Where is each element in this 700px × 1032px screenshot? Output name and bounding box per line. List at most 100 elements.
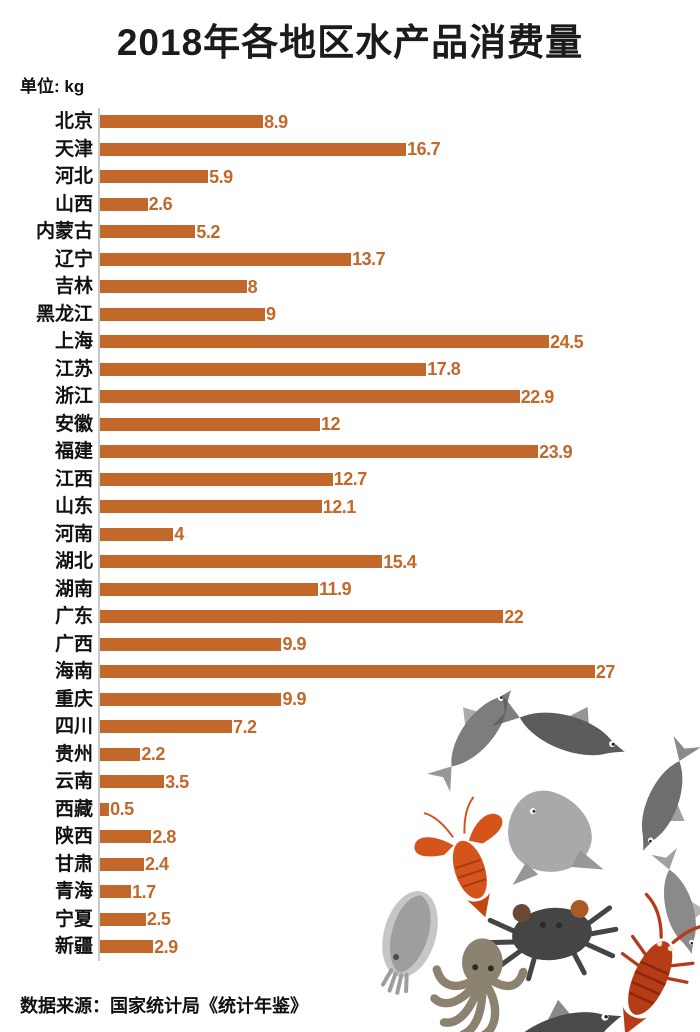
bar	[100, 390, 520, 404]
category-label: 福建	[54, 441, 93, 463]
value-label: 2.9	[154, 936, 178, 957]
bar-track: 22.9	[98, 383, 700, 411]
bar-row: 山西 2.6	[0, 190, 700, 218]
bar	[100, 720, 232, 734]
bar	[100, 857, 144, 871]
bar-track: 2.2	[98, 740, 700, 768]
bar	[100, 362, 427, 376]
value-label: 9.9	[282, 634, 306, 655]
bar-row: 江西 12.7	[0, 465, 700, 493]
bar-row: 新疆 2.9	[0, 933, 700, 961]
category-label: 吉林	[54, 276, 93, 298]
bar	[100, 775, 165, 789]
bar	[100, 307, 265, 321]
bar	[100, 252, 352, 266]
category-label: 河北	[54, 166, 93, 188]
category-label: 内蒙古	[35, 221, 93, 243]
bar-track: 3.5	[98, 768, 700, 796]
bar-track: 24.5	[98, 328, 700, 356]
bar-track: 22	[98, 603, 700, 631]
bar	[100, 555, 383, 569]
category-label: 安徽	[54, 413, 93, 435]
value-label: 12.7	[333, 469, 368, 490]
seafood-collage-image	[381, 673, 700, 1032]
value-label: 3.5	[165, 771, 189, 792]
bar-track: 17.8	[98, 355, 700, 383]
octopus-icon	[430, 938, 528, 1032]
bar	[100, 472, 333, 486]
bar-row: 河北 5.9	[0, 163, 700, 191]
category-label: 浙江	[54, 386, 93, 408]
category-label: 重庆	[54, 688, 93, 710]
category-label: 广西	[54, 633, 93, 655]
value-label: 2.8	[152, 826, 176, 847]
category-label: 海南	[54, 661, 93, 683]
category-label: 宁夏	[54, 908, 93, 930]
value-label: 0.5	[110, 799, 134, 820]
bar-row: 重庆 9.9	[0, 685, 700, 713]
value-label: 5.9	[209, 166, 233, 187]
category-label: 辽宁	[54, 248, 93, 270]
value-label: 12.1	[322, 496, 357, 517]
bar	[100, 802, 110, 816]
bar-track: 15.4	[98, 548, 700, 576]
value-label: 1.7	[132, 881, 156, 902]
bar-track: 5.2	[98, 218, 700, 246]
bar-track: 8.9	[98, 108, 700, 136]
category-label: 青海	[54, 881, 93, 903]
bar-track: 9	[98, 300, 700, 328]
value-label: 9	[265, 304, 276, 325]
category-label: 河南	[54, 523, 93, 545]
bar-row: 湖南 11.9	[0, 575, 700, 603]
category-label: 四川	[54, 716, 93, 738]
bar	[100, 747, 141, 761]
bar-track: 11.9	[98, 575, 700, 603]
bar	[100, 225, 196, 239]
category-label: 北京	[54, 111, 93, 133]
bar-row: 宁夏 2.5	[0, 905, 700, 933]
category-label: 天津	[54, 138, 93, 160]
value-label: 5.2	[196, 221, 220, 242]
bar-chart: 北京 8.9 天津 16.7 河北 5.9 山西 2.6 内蒙古 5.2 辽宁 13.7 吉林 8 黑龙江 9…	[0, 108, 700, 961]
bar-track: 1.7	[98, 878, 700, 906]
value-label: 2.4	[144, 854, 169, 875]
value-label: 9.9	[282, 689, 306, 710]
data-source: 数据来源：国家统计局《统计年鉴》	[20, 996, 308, 1016]
category-label: 新疆	[54, 936, 93, 958]
bar	[100, 940, 154, 954]
pomfret-fish-icon	[508, 790, 604, 886]
bar	[100, 912, 146, 926]
category-label: 江苏	[54, 358, 93, 380]
value-label: 24.5	[550, 331, 584, 352]
category-label: 山西	[54, 193, 93, 215]
value-label: 13.7	[352, 249, 386, 270]
bar-track: 27	[98, 658, 700, 686]
bar-row: 福建 23.9	[0, 438, 700, 466]
bar	[100, 417, 320, 431]
value-label: 4	[174, 524, 184, 545]
bar-track: 13.7	[98, 245, 700, 273]
bar	[100, 885, 132, 899]
category-label: 湖北	[54, 551, 93, 573]
bar-row: 黑龙江 9	[0, 300, 700, 328]
bar	[100, 527, 174, 541]
value-label: 23.9	[539, 441, 573, 462]
bar	[100, 500, 322, 514]
bar	[100, 665, 595, 679]
value-label: 12	[320, 414, 341, 435]
category-label: 广东	[54, 606, 93, 628]
bar-row: 甘肃 2.4	[0, 850, 700, 878]
bar-row: 浙江 22.9	[0, 383, 700, 411]
value-label: 22	[504, 606, 524, 627]
value-label: 22.9	[520, 386, 555, 407]
bar-row: 西藏 0.5	[0, 795, 700, 823]
bar	[100, 445, 539, 459]
bar-row: 上海 24.5	[0, 328, 700, 356]
bar-row: 安徽 12	[0, 410, 700, 438]
category-label: 山东	[54, 496, 93, 518]
value-label: 15.4	[383, 551, 417, 572]
bar-row: 天津 16.7	[0, 135, 700, 163]
unit-label: 单位: kg	[20, 77, 85, 96]
bar-track: 7.2	[98, 713, 700, 741]
category-label: 云南	[54, 771, 93, 793]
